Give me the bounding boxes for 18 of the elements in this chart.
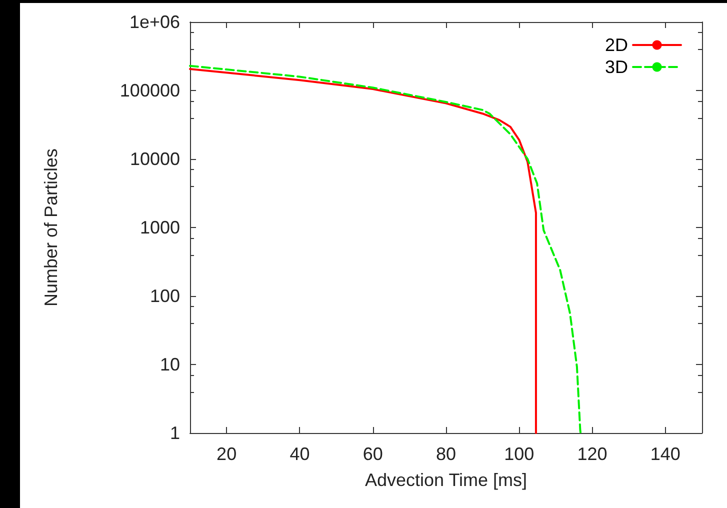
y-tick-label: 10 bbox=[160, 354, 180, 374]
x-tick-label: 40 bbox=[290, 444, 310, 464]
y-tick-label: 1000 bbox=[140, 218, 180, 238]
y-tick-label: 1 bbox=[170, 423, 180, 443]
x-axis-title: Advection Time [ms] bbox=[364, 470, 528, 490]
y-tick-label: 100 bbox=[150, 286, 180, 306]
legend-label: 3D bbox=[604, 57, 628, 77]
y-tick-label: 100000 bbox=[120, 80, 180, 100]
x-tick-label: 20 bbox=[216, 444, 237, 464]
y-axis-title: Number of Particles bbox=[41, 148, 61, 307]
y-tick-label: 1e+06 bbox=[129, 12, 180, 32]
legend-label: 2D bbox=[604, 35, 628, 55]
x-tick-label: 100 bbox=[504, 444, 534, 464]
y-tick-label: 10000 bbox=[130, 149, 180, 169]
x-tick-label: 80 bbox=[436, 444, 456, 464]
x-tick-label: 140 bbox=[650, 444, 680, 464]
x-tick-label: 120 bbox=[577, 444, 608, 464]
x-tick-label: 60 bbox=[362, 444, 383, 464]
